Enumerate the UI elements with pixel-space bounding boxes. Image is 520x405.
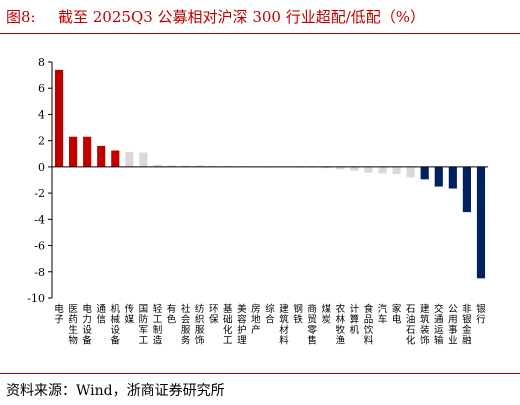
x-tick-label: 汽车 xyxy=(378,303,388,326)
bar-9 xyxy=(167,165,176,167)
y-tick-label: -10 xyxy=(27,292,45,305)
y-tick-label: -8 xyxy=(34,266,45,279)
x-tick-label: 房地产 xyxy=(251,303,261,336)
bar-10 xyxy=(181,165,190,167)
bar-12 xyxy=(209,165,218,167)
bar-chart: 8 6 4 2 0 -2 -4 -6 -8 -10 电子医药生物电力设备通信机械设备传媒国防军工轻工… xyxy=(27,56,488,347)
bar-3 xyxy=(83,136,92,167)
bar-27 xyxy=(420,166,429,180)
x-tick-label: 家电 xyxy=(392,303,402,326)
x-tick-label: 交通运输 xyxy=(434,303,444,347)
x-tick-label: 综合 xyxy=(265,303,275,326)
x-tick-label: 有色 xyxy=(167,303,177,326)
y-tick-label: -6 xyxy=(34,240,45,253)
x-tick-label: 电子 xyxy=(54,303,64,326)
x-tick-label: 建筑材料 xyxy=(279,303,289,347)
y-tick-label: -2 xyxy=(34,187,45,200)
footer-divider xyxy=(0,373,520,374)
x-tick-label: 通信 xyxy=(96,304,106,326)
chart-title: 截至 2025Q3 公募相对沪深 300 行业超配/低配（%） xyxy=(58,8,426,26)
bar-26 xyxy=(406,166,415,178)
x-tick-label: 轻工制造 xyxy=(153,303,163,347)
y-tick-label: 6 xyxy=(38,82,45,95)
bar-2 xyxy=(69,136,78,167)
x-tick-label: 煤炭 xyxy=(322,303,332,326)
x-tick-label: 建筑装饰 xyxy=(420,303,430,347)
x-tick-label: 农林牧渔 xyxy=(336,303,346,347)
bar-22 xyxy=(350,166,359,171)
bar-1 xyxy=(54,69,64,167)
y-tick-label: 0 xyxy=(38,161,45,174)
bar-7 xyxy=(139,152,148,167)
x-tick-label: 社会服务 xyxy=(181,303,191,347)
y-tick-label: 8 xyxy=(38,56,45,69)
source-note: 资料来源：Wind，浙商证券研究所 xyxy=(6,383,225,399)
y-tick-label: -4 xyxy=(34,213,45,226)
x-tick-label: 纺织服饰 xyxy=(195,303,205,347)
x-tick-label: 石油石化 xyxy=(406,304,416,347)
bar-30 xyxy=(462,166,471,213)
x-tick-label: 非银金融 xyxy=(462,303,472,347)
x-tick-label: 银行 xyxy=(476,303,486,326)
x-tick-label: 机械设备 xyxy=(111,303,121,347)
x-tick-label: 传媒 xyxy=(125,303,135,326)
figure-label: 图8: xyxy=(6,8,36,26)
bar-24 xyxy=(378,166,387,174)
x-tick-label: 食品饮料 xyxy=(364,303,374,347)
x-tick-label: 国防军工 xyxy=(139,304,149,347)
bar-5 xyxy=(111,150,120,167)
x-tick-label: 钢铁 xyxy=(293,303,303,326)
x-tick-label: 医药生物 xyxy=(68,304,78,347)
bar-21 xyxy=(336,166,345,170)
y-tick-label: 4 xyxy=(38,108,45,121)
x-tick-label: 美容护理 xyxy=(237,303,247,347)
bar-31 xyxy=(476,166,486,279)
figure-header: 图8: 截至 2025Q3 公募相对沪深 300 行业超配/低配（%） xyxy=(0,0,520,34)
bar-25 xyxy=(392,166,401,175)
y-tick-label: 2 xyxy=(38,135,45,148)
bar-23 xyxy=(364,166,373,173)
bar-6 xyxy=(125,151,134,167)
x-tick-label: 计算机 xyxy=(350,303,360,336)
bar-29 xyxy=(448,166,457,189)
bar-28 xyxy=(434,166,443,187)
x-tick-label: 环保 xyxy=(209,304,219,326)
x-tick-label: 商贸零售 xyxy=(307,303,317,347)
header-divider xyxy=(0,33,520,34)
x-tick-label: 基础化工 xyxy=(223,303,233,347)
bar-11 xyxy=(195,165,204,167)
x-tick-label: 公用事业 xyxy=(448,304,458,347)
x-tick-label: 电力设备 xyxy=(82,303,92,347)
bar-20 xyxy=(322,166,331,169)
bar-4 xyxy=(97,145,106,167)
bar-8 xyxy=(153,164,162,167)
